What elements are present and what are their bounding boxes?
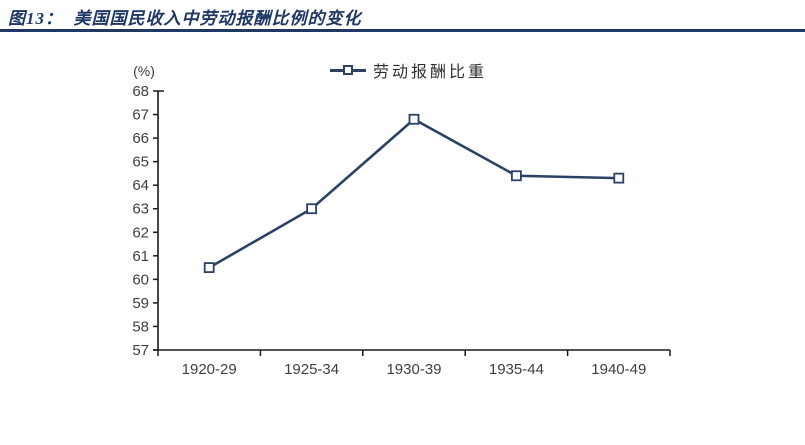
x-tick-label: 1925-34 [284,361,339,378]
series-line [207,117,621,269]
y-tick-label: 66 [132,130,149,147]
figure-title: 图13： 美国国民收入中劳动报酬比例的变化 [8,9,362,28]
data-point-marker [510,170,522,182]
x-tick-label: 1930-39 [386,361,441,378]
y-tick-label: 63 [132,201,149,218]
x-tick-label: 1935-44 [489,361,544,378]
y-tick-label: 64 [132,177,149,194]
y-axis-unit-label: (%) [133,63,155,79]
legend-series-label: 劳动报酬比重 [373,64,488,81]
y-tick-label: 59 [132,295,149,312]
y-tick-label: 68 [132,83,149,100]
line-chart: 68 67 66 65 64 63 62 61 60 59 58 57 1920-29 1925-34 19… [114,51,688,397]
data-point-marker [408,113,420,125]
y-tick-label: 61 [132,248,149,265]
y-tick-label: 57 [132,342,149,359]
y-tick-label: 67 [132,107,149,124]
x-tick-label: 1940-49 [591,361,646,378]
data-point-marker [306,203,318,215]
y-tick-label: 60 [132,271,149,288]
title-underline-rule [0,29,805,32]
x-tick-label: 1920-29 [182,361,237,378]
data-point-marker [203,262,215,273]
chart-plot-area: 68 67 66 65 64 63 62 61 60 59 58 57 1920-29 1925-34 19… [132,83,671,378]
legend-line-square-marker-icon [330,65,366,75]
y-tick-label: 58 [132,318,149,335]
y-tick-label: 62 [132,224,149,241]
y-tick-label: 65 [132,154,149,171]
data-point-marker [613,172,625,184]
chart-legend: 劳动报酬比重 [330,60,488,81]
